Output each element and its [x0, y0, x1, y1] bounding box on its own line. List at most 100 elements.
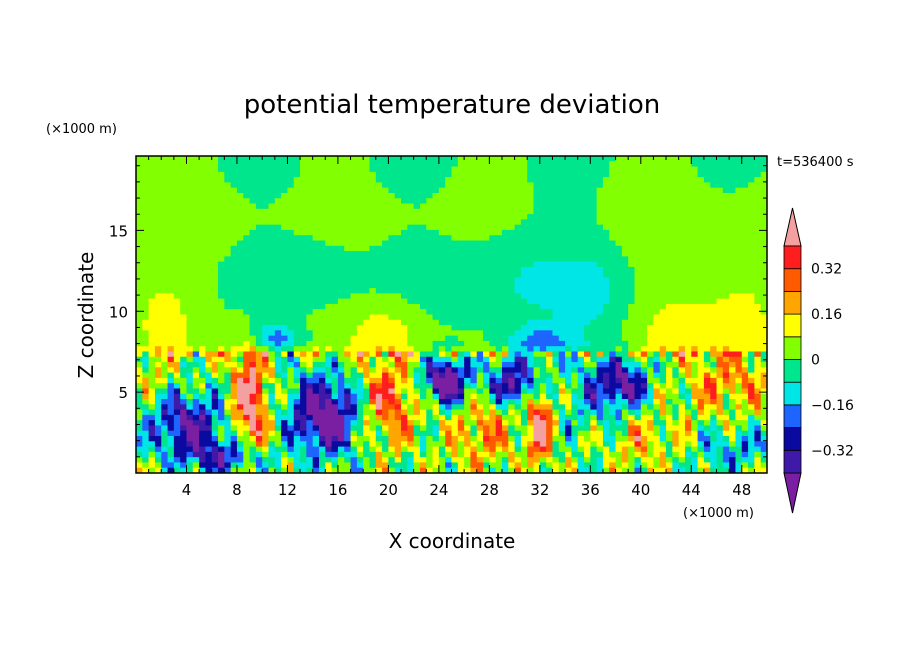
field-cell	[754, 303, 762, 310]
field-cell	[640, 256, 648, 263]
field-cell	[483, 346, 490, 353]
field-cell	[703, 272, 711, 279]
field-cell	[754, 187, 762, 194]
field-cell	[659, 245, 667, 252]
field-cell	[142, 303, 150, 310]
field-cell	[186, 198, 194, 205]
field-cell	[331, 177, 339, 184]
field-cell	[363, 409, 371, 416]
field-cell	[445, 203, 453, 210]
field-cell	[262, 156, 270, 162]
field-cell	[369, 393, 377, 400]
field-cell	[224, 235, 232, 242]
field-cell	[634, 161, 642, 168]
field-cell	[659, 192, 667, 199]
field-cell	[678, 229, 686, 236]
field-cell	[508, 277, 516, 284]
field-cell	[653, 261, 661, 268]
field-cell	[520, 256, 528, 263]
field-cell	[666, 156, 673, 162]
field-cell	[136, 383, 143, 390]
field-cell	[457, 303, 465, 310]
field-cell	[615, 314, 623, 321]
field-cell	[489, 377, 497, 384]
field-cell	[470, 187, 478, 194]
field-cell	[419, 335, 427, 342]
field-cell	[344, 330, 352, 337]
field-cell	[192, 256, 200, 263]
field-cell	[375, 187, 383, 194]
field-cell	[678, 393, 686, 400]
field-cell	[508, 303, 516, 310]
field-cell	[318, 362, 326, 368]
field-cell	[716, 362, 724, 368]
field-cell	[520, 240, 528, 247]
field-cell	[224, 171, 232, 178]
field-cell	[432, 414, 440, 421]
field-cell	[401, 256, 408, 263]
field-cell	[255, 203, 263, 210]
field-cell	[236, 372, 244, 379]
field-cell	[192, 319, 200, 326]
field-cell	[142, 208, 150, 215]
field-cell	[274, 393, 282, 400]
field-cell	[312, 288, 320, 294]
field-cell	[678, 182, 686, 189]
field-cell	[331, 351, 339, 358]
field-cell	[539, 214, 547, 220]
field-cell	[558, 177, 566, 184]
field-cell	[262, 377, 270, 384]
field-cell	[167, 293, 175, 300]
field-cell	[483, 235, 490, 242]
field-cell	[199, 261, 207, 268]
field-cell	[211, 309, 219, 316]
field-cell	[306, 261, 314, 268]
field-cell	[684, 192, 692, 199]
field-cell	[659, 198, 667, 205]
field-cell	[735, 266, 743, 273]
field-cell	[344, 177, 352, 184]
field-cell	[262, 298, 270, 305]
field-cell	[224, 340, 232, 347]
field-cell	[148, 303, 156, 310]
field-cell	[703, 171, 711, 178]
field-cell	[401, 272, 408, 279]
field-cell	[577, 161, 585, 168]
field-cell	[407, 219, 415, 226]
field-cell	[735, 383, 743, 390]
field-cell	[703, 383, 711, 390]
field-cell	[760, 362, 767, 368]
field-cell	[584, 156, 591, 162]
field-cell	[760, 177, 767, 184]
field-cell	[167, 409, 175, 416]
field-cell	[703, 314, 711, 321]
field-cell	[230, 340, 238, 347]
field-cell	[173, 393, 181, 400]
field-cell	[167, 288, 175, 294]
field-cell	[363, 224, 371, 231]
field-cell	[703, 414, 711, 421]
field-cell	[268, 161, 276, 168]
field-cell	[394, 314, 402, 321]
field-cell	[539, 325, 547, 331]
field-cell	[684, 182, 692, 189]
field-cell	[300, 192, 307, 199]
field-cell	[495, 261, 503, 268]
field-cell	[300, 356, 307, 363]
field-cell	[136, 198, 143, 205]
field-cell	[602, 156, 610, 162]
field-cell	[621, 367, 629, 374]
field-cell	[634, 393, 642, 400]
field-cell	[741, 182, 749, 189]
field-cell	[167, 325, 175, 331]
field-cell	[602, 240, 610, 247]
field-cell	[748, 293, 755, 300]
field-cell	[199, 325, 207, 331]
field-cell	[161, 372, 169, 379]
field-cell	[306, 377, 314, 384]
field-cell	[514, 340, 522, 347]
field-cell	[306, 192, 314, 199]
field-cell	[571, 219, 579, 226]
field-cell	[451, 161, 459, 168]
field-cell	[647, 393, 655, 400]
